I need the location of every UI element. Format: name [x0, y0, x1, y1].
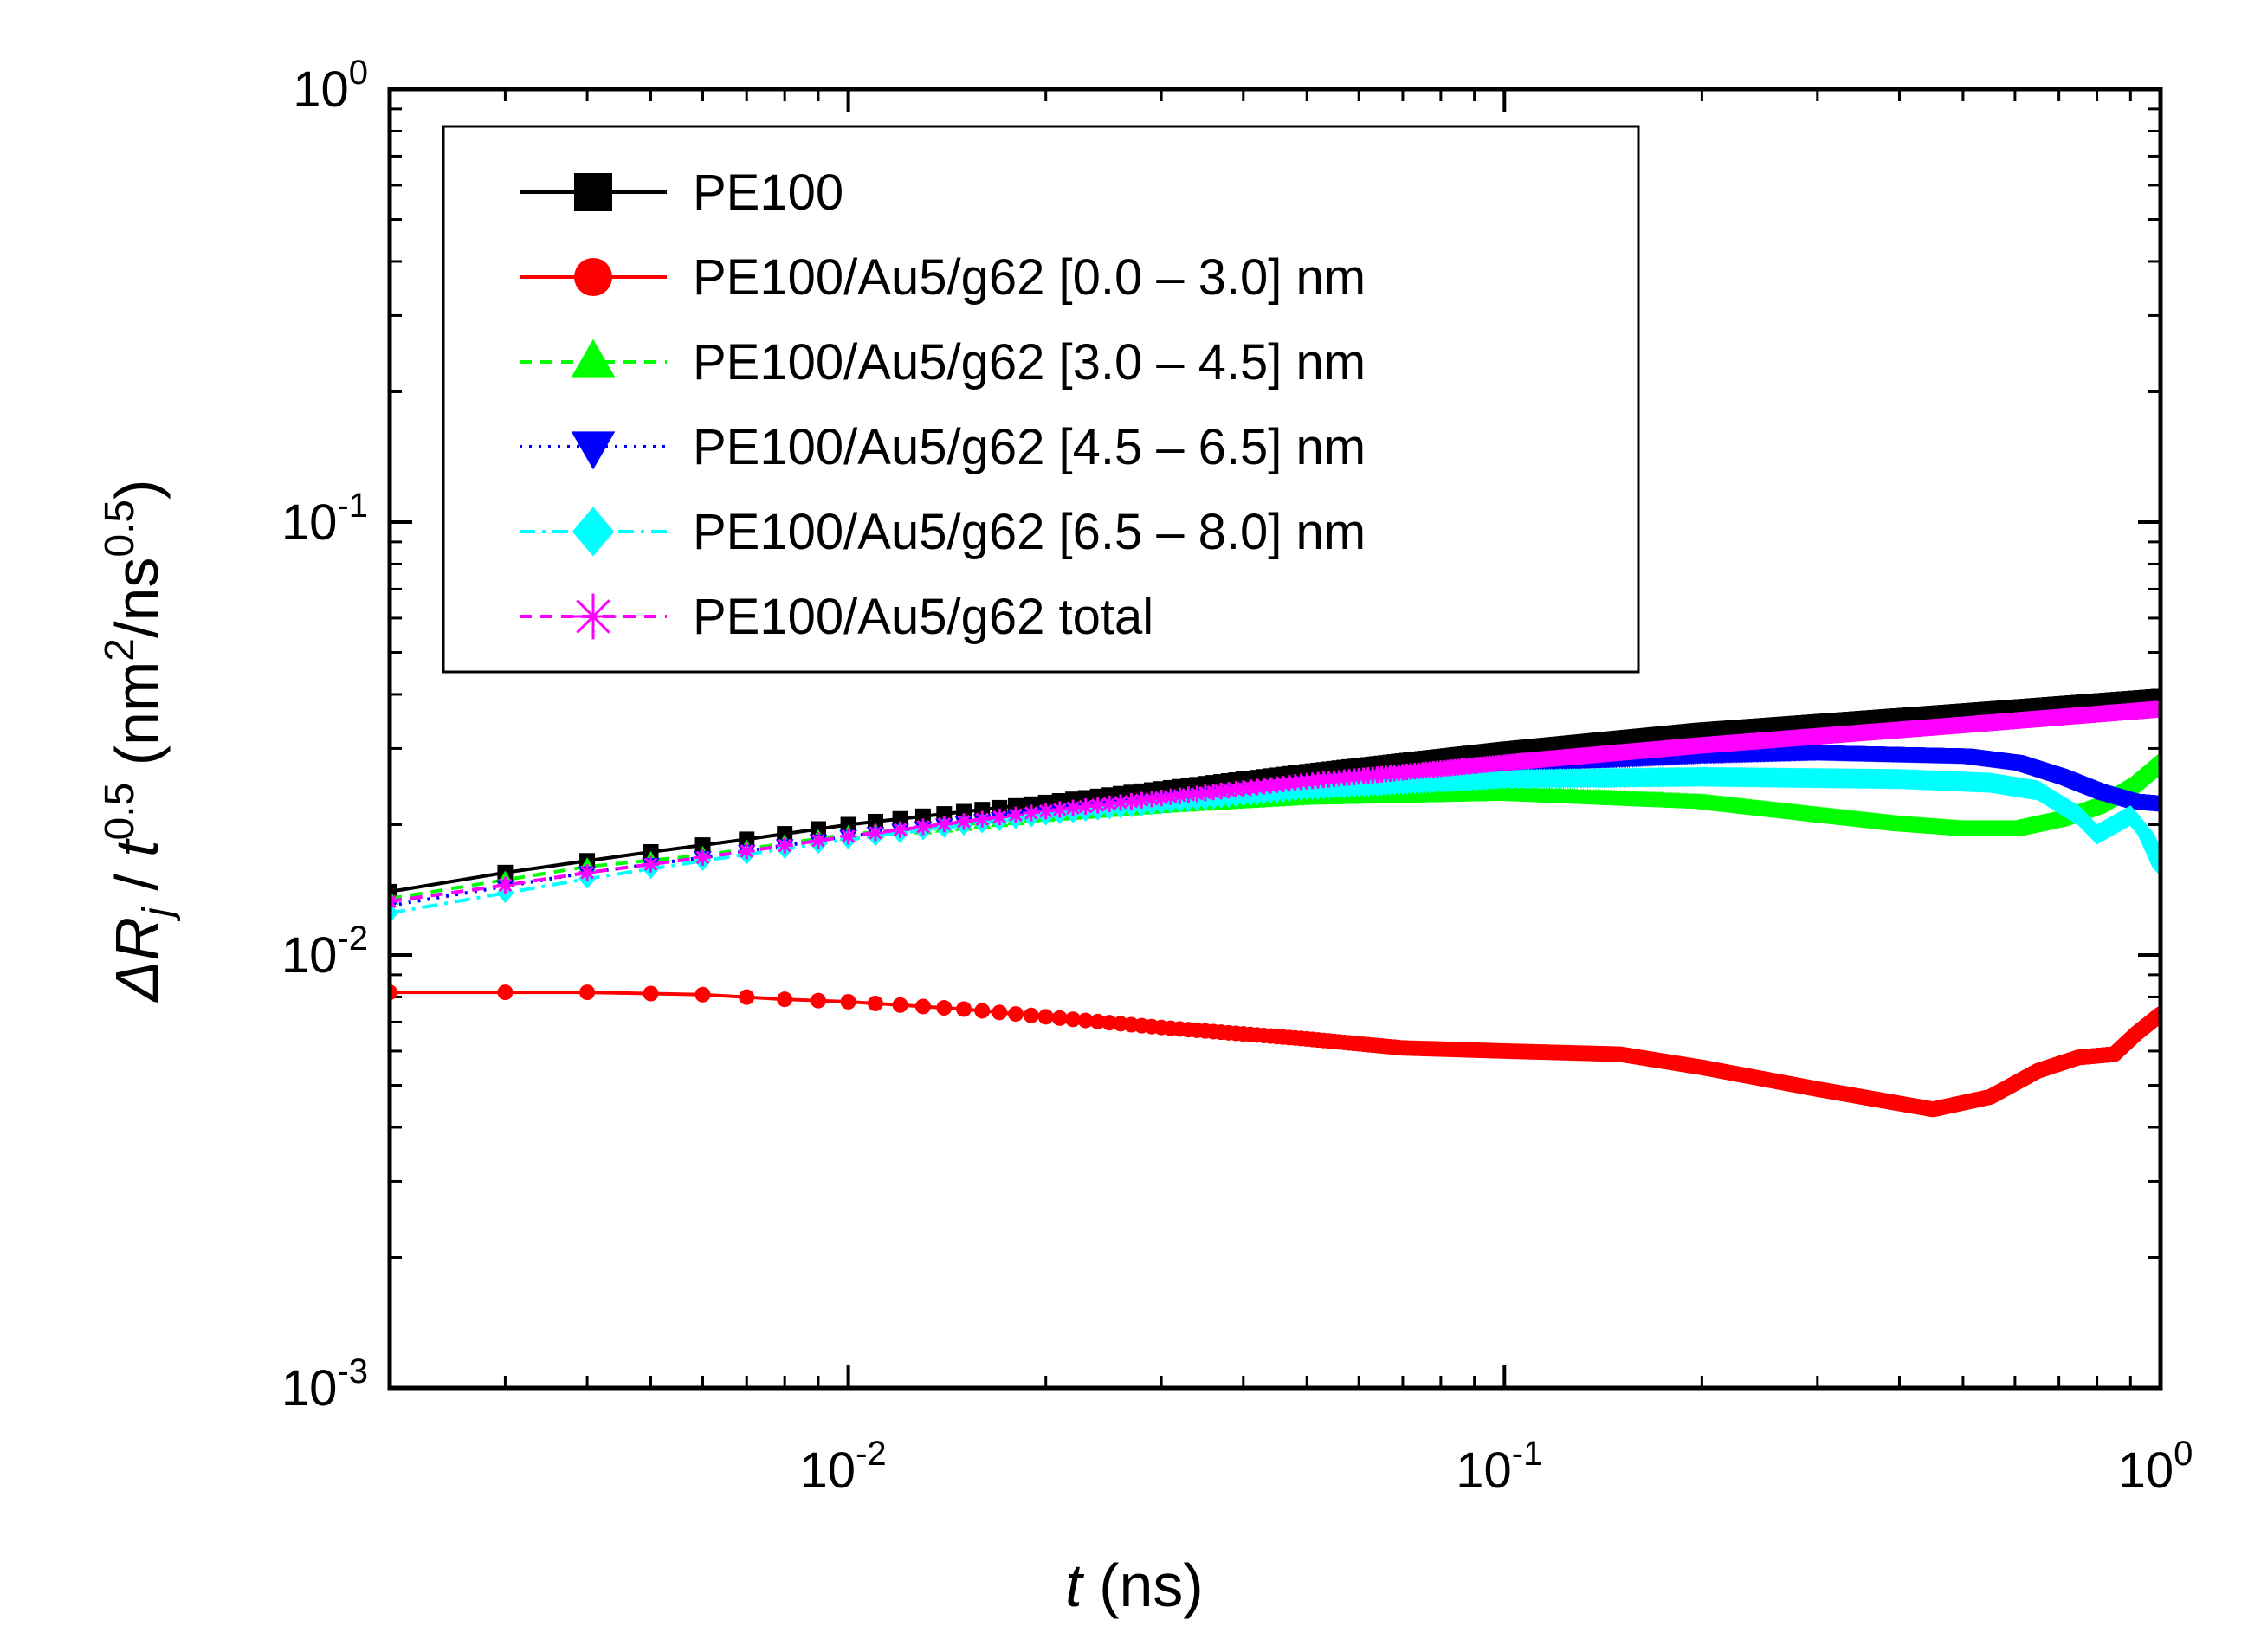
data-point [867, 995, 883, 1011]
data-point [974, 1003, 991, 1019]
data-point [810, 992, 826, 1009]
data-point [936, 1000, 953, 1016]
data-point [892, 810, 908, 827]
data-point [992, 1004, 1008, 1021]
data-point [777, 991, 793, 1008]
data-point [867, 813, 883, 829]
series-2 [390, 984, 2161, 1118]
data-point [1008, 1006, 1024, 1023]
data-point [1023, 1007, 1039, 1023]
data-point [777, 826, 793, 842]
data-point [1077, 1012, 1094, 1029]
data-point [914, 808, 931, 824]
data-point [694, 837, 711, 854]
data-point [1051, 1010, 1068, 1026]
series-layer [390, 688, 2161, 1118]
data-point [739, 989, 755, 1005]
data-point [840, 993, 856, 1010]
data-point [956, 803, 972, 820]
data-point [643, 985, 659, 1002]
data-point [810, 821, 826, 837]
data-point [694, 986, 711, 1003]
data-point [2153, 688, 2161, 705]
data-point [892, 997, 908, 1013]
data-point [1089, 1013, 1106, 1029]
data-point [1101, 1015, 1118, 1031]
data-point [1037, 1009, 1054, 1025]
data-point [936, 806, 953, 823]
data-point [1065, 1011, 1082, 1028]
data-point [914, 998, 931, 1015]
data-point [739, 831, 755, 848]
data-point [956, 1001, 972, 1017]
data-point [390, 883, 397, 900]
data-point [497, 984, 514, 1001]
data-point [579, 984, 596, 1001]
series-line [390, 991, 2161, 1112]
data-point [840, 816, 856, 833]
